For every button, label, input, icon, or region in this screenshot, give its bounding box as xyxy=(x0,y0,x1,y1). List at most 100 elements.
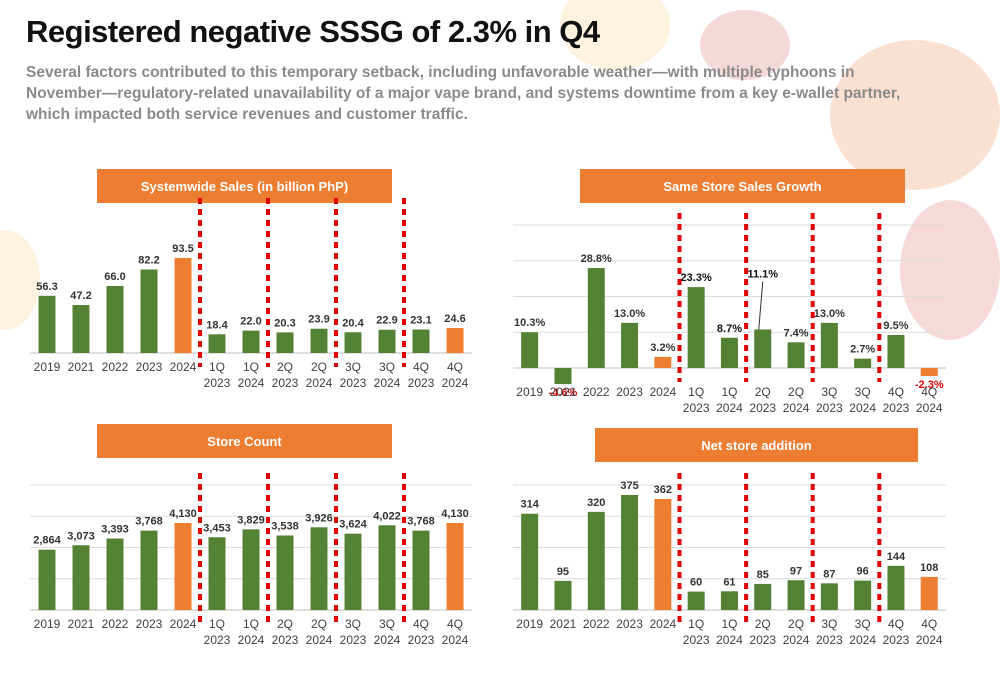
category-label: 2Q xyxy=(277,360,293,374)
category-label: 1Q xyxy=(721,385,737,399)
category-label: 1Q xyxy=(721,617,737,631)
bar xyxy=(38,549,56,610)
category-label: 2Q xyxy=(788,385,804,399)
data-label: 362 xyxy=(654,484,672,496)
category-label: 2024 xyxy=(238,633,265,647)
bar xyxy=(887,565,905,610)
data-label: 22.0 xyxy=(240,316,261,328)
category-label: 3Q xyxy=(379,617,395,631)
category-label: 1Q xyxy=(209,617,225,631)
bar xyxy=(276,535,294,610)
bar xyxy=(310,328,328,353)
bar xyxy=(687,591,705,610)
data-label: 93.5 xyxy=(172,243,193,255)
bar xyxy=(378,525,396,610)
category-label: 1Q xyxy=(688,617,704,631)
bar xyxy=(787,580,805,610)
bar xyxy=(276,332,294,353)
data-label: 2,864 xyxy=(33,535,61,547)
bar xyxy=(754,583,772,610)
bar xyxy=(106,538,124,610)
bar xyxy=(854,580,872,610)
category-label: 2023 xyxy=(272,376,299,390)
data-label: 95 xyxy=(557,566,569,578)
category-label: 2023 xyxy=(683,401,710,415)
category-label: 2021 xyxy=(68,617,95,631)
data-label: 2.7% xyxy=(850,344,875,356)
category-label: 2019 xyxy=(516,385,543,399)
bar xyxy=(344,332,362,353)
bar xyxy=(310,527,328,610)
category-label: 2024 xyxy=(716,633,743,647)
category-label: 2023 xyxy=(408,376,435,390)
category-label: 2021 xyxy=(550,617,577,631)
data-label: 20.4 xyxy=(342,317,364,329)
data-label: 4,130 xyxy=(169,508,197,520)
category-label: 2023 xyxy=(340,376,367,390)
data-label: 3,073 xyxy=(67,530,95,542)
category-label: 2023 xyxy=(749,401,776,415)
category-label: 2024 xyxy=(916,633,943,647)
category-label: 2023 xyxy=(408,633,435,647)
data-label: -4.6% xyxy=(549,387,578,399)
category-label: 2023 xyxy=(883,633,910,647)
bar xyxy=(140,530,158,610)
bar xyxy=(820,322,838,368)
data-label: 22.9 xyxy=(376,315,397,327)
category-label: 2019 xyxy=(516,617,543,631)
store-count-chart: 2,864 2019 3,073 2021 3,393 2022 3,768 2023 4,13… xyxy=(30,473,472,647)
data-label: 10.3% xyxy=(514,317,545,329)
category-label: 4Q xyxy=(447,360,463,374)
net-store-addition-chart: 314 2019 95 2021 320 2022 375 2023 362 2024 60 1Q 20… xyxy=(513,473,946,647)
data-label: 3,538 xyxy=(271,520,299,532)
category-label: 3Q xyxy=(821,617,837,631)
data-label: 85 xyxy=(757,569,769,581)
category-label: 2023 xyxy=(616,617,643,631)
data-label: 18.4 xyxy=(206,319,228,331)
data-label: 20.3 xyxy=(274,317,295,329)
data-label: 87 xyxy=(823,568,835,580)
data-label: 375 xyxy=(620,480,638,492)
data-label: 7.4% xyxy=(784,327,809,339)
category-label: 1Q xyxy=(243,360,259,374)
category-label: 2023 xyxy=(749,633,776,647)
data-label: 56.3 xyxy=(36,281,57,293)
bar xyxy=(38,295,56,353)
data-label: 13.0% xyxy=(814,308,845,320)
data-label: 3,768 xyxy=(407,516,435,528)
bar xyxy=(521,332,539,368)
data-label: 3,393 xyxy=(101,524,129,536)
data-label: 144 xyxy=(887,551,906,563)
category-label: 2Q xyxy=(277,617,293,631)
bar xyxy=(446,328,464,353)
category-label: 2024 xyxy=(442,376,469,390)
category-label: 2024 xyxy=(170,617,197,631)
data-label: 66.0 xyxy=(104,271,125,283)
bar xyxy=(412,530,430,610)
bar xyxy=(106,285,124,353)
category-label: 2024 xyxy=(783,633,810,647)
bar xyxy=(174,258,192,353)
category-label: 2024 xyxy=(649,617,676,631)
category-label: 2Q xyxy=(755,385,771,399)
category-label: 2024 xyxy=(374,376,401,390)
category-label: 2023 xyxy=(204,376,231,390)
data-label: 3,624 xyxy=(339,519,367,531)
bar xyxy=(920,368,938,376)
bar xyxy=(446,523,464,610)
category-label: 2Q xyxy=(788,617,804,631)
category-label: 2022 xyxy=(102,617,129,631)
data-label: 108 xyxy=(920,562,938,574)
net-store-addition-banner: Net store addition xyxy=(595,428,918,462)
category-label: 3Q xyxy=(345,617,361,631)
bar xyxy=(344,533,362,610)
systemwide-sales-banner: Systemwide Sales (in billion PhP) xyxy=(97,169,392,203)
category-label: 3Q xyxy=(855,617,871,631)
category-label: 4Q xyxy=(413,617,429,631)
category-label: 2024 xyxy=(306,633,333,647)
page-subtitle: Several factors contributed to this temp… xyxy=(26,64,901,123)
data-label: 320 xyxy=(587,497,605,509)
category-label: 3Q xyxy=(821,385,837,399)
bar xyxy=(687,287,705,368)
bar xyxy=(587,511,605,610)
